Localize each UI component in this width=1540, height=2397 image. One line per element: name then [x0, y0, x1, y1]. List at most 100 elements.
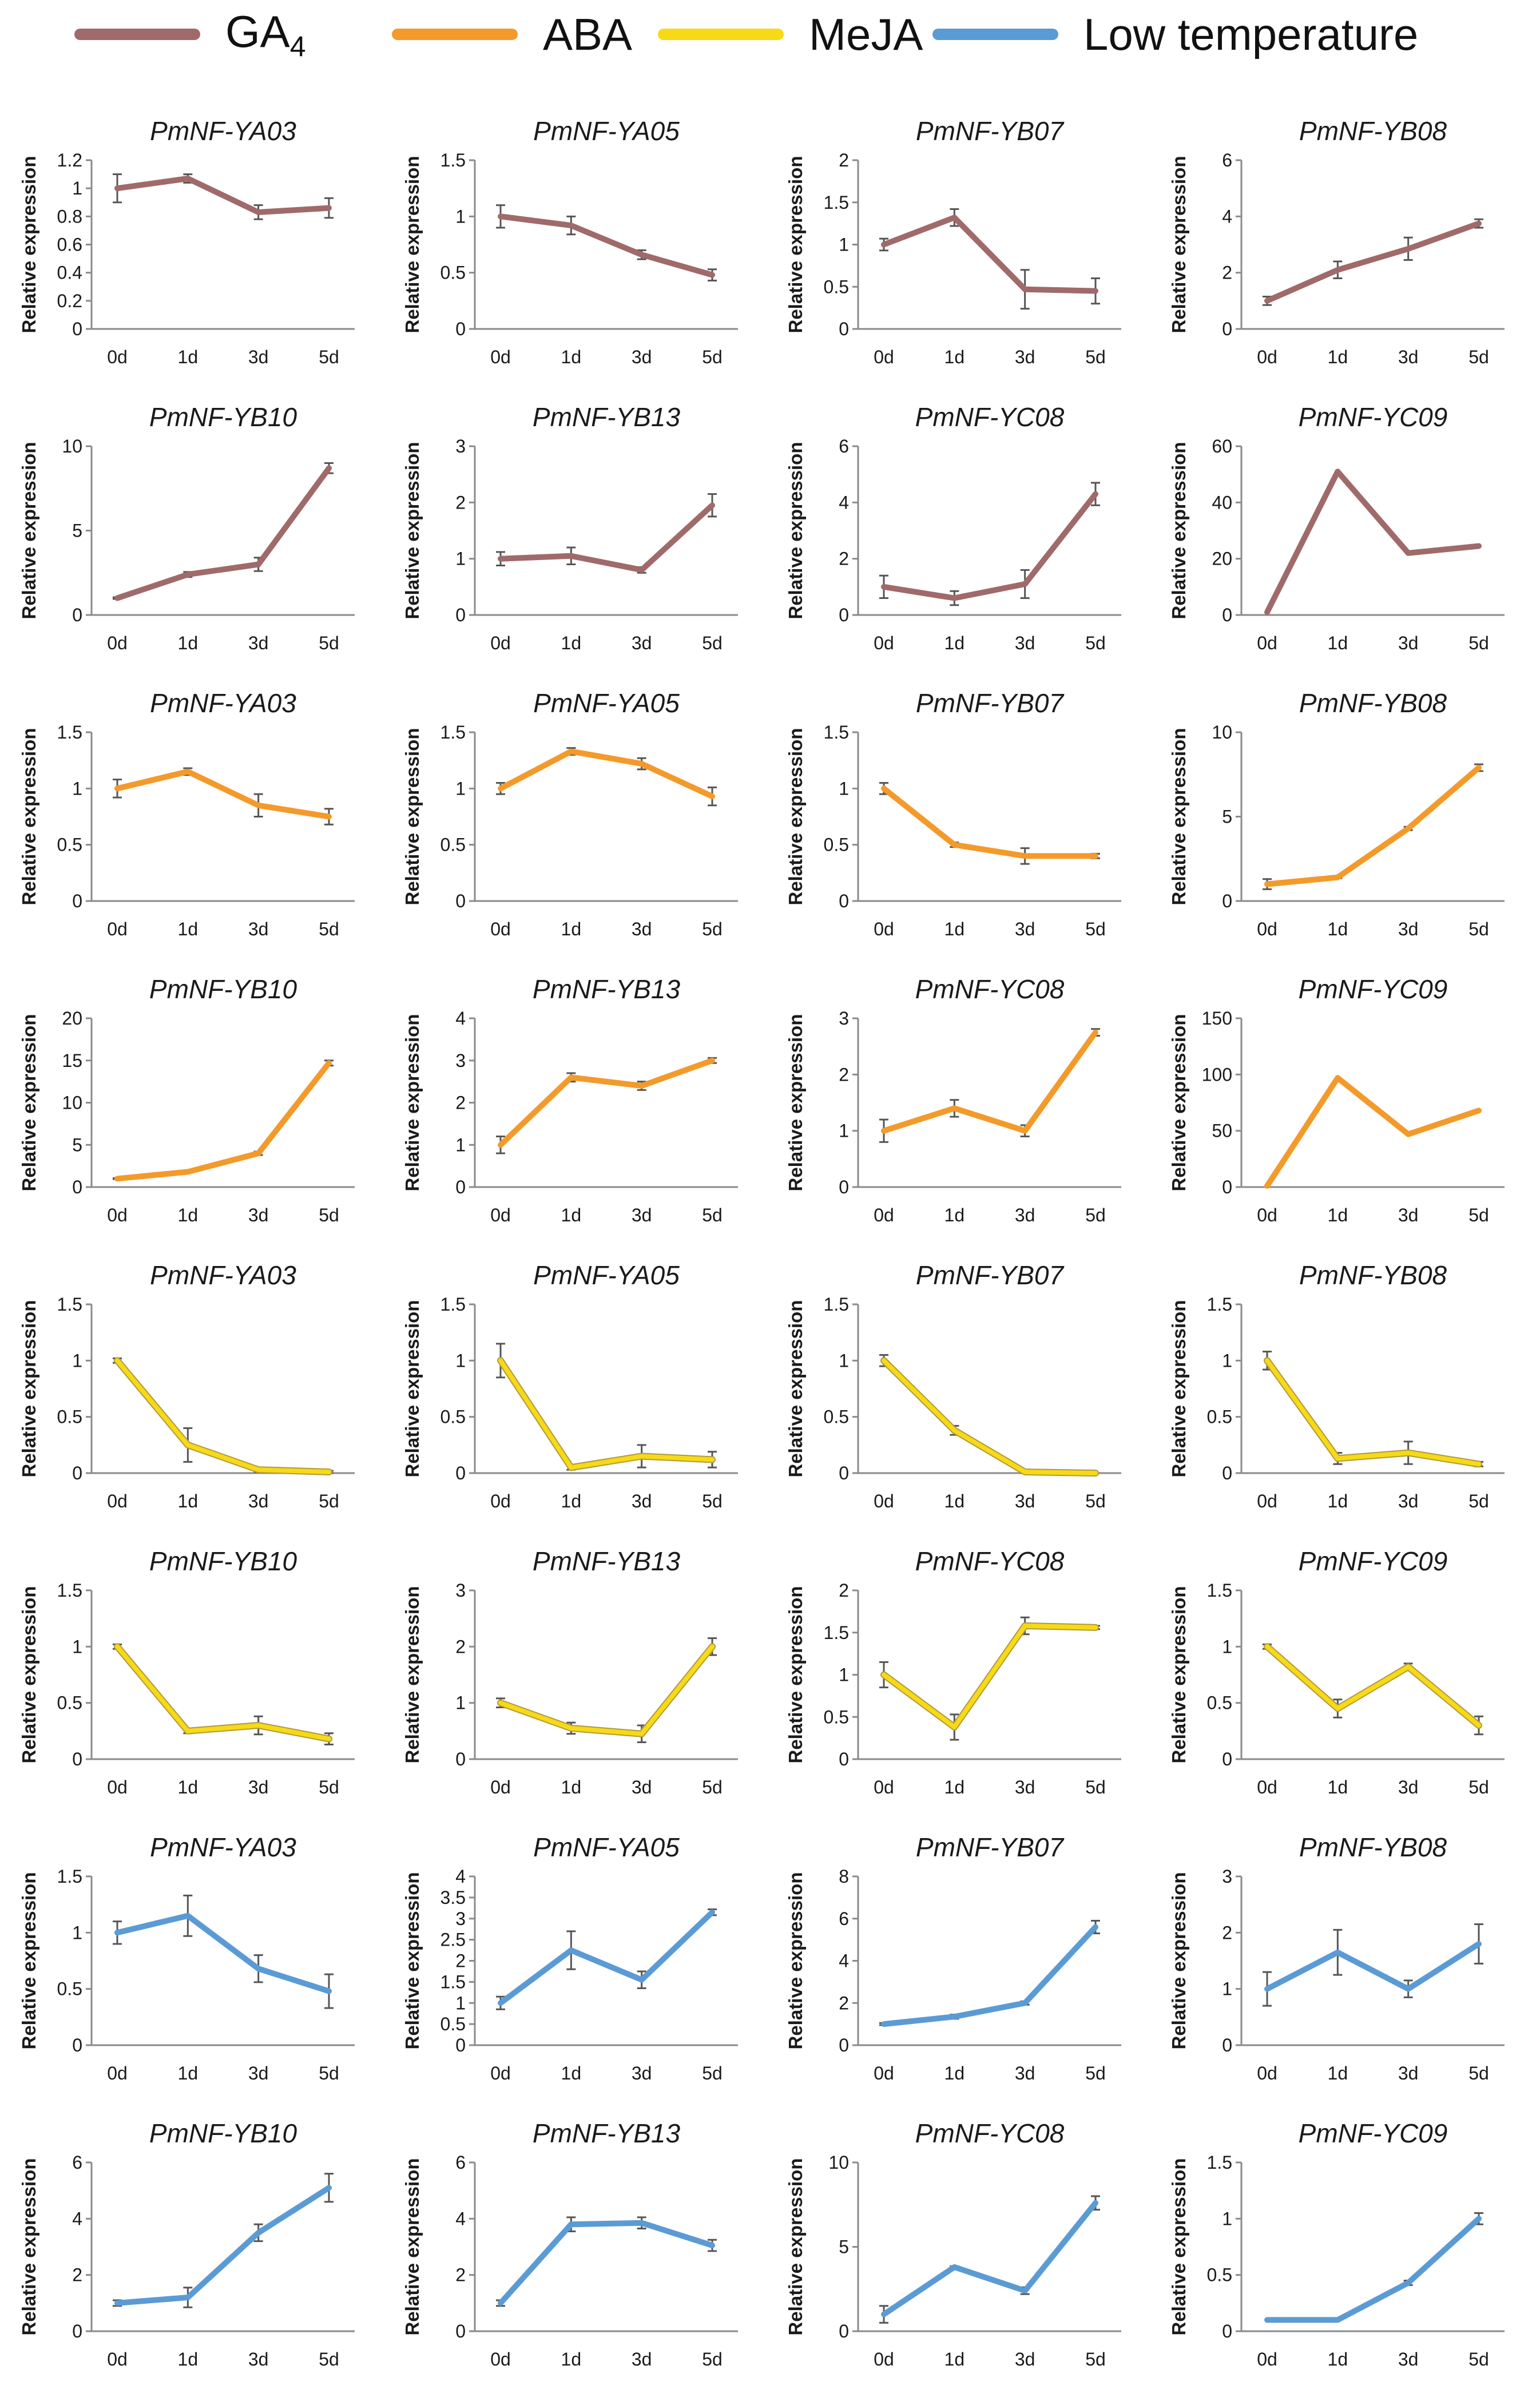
- data-point: [882, 584, 886, 589]
- series-line: [1264, 1941, 1482, 1992]
- y-tick-label: 1: [455, 206, 466, 227]
- x-tick-label: 0d: [1257, 633, 1277, 653]
- x-tick-label: 0d: [490, 2063, 511, 2084]
- x-tick-label: 5d: [1468, 1491, 1489, 1511]
- data-point: [1335, 1950, 1340, 1955]
- series-line: [882, 1358, 1098, 1475]
- x-tick-label: 1d: [561, 1491, 582, 1511]
- x-tick-label: 5d: [702, 1491, 723, 1511]
- data-point: [569, 749, 574, 754]
- x-tick-label: 5d: [319, 633, 339, 653]
- x-tick-label: 3d: [1398, 1491, 1419, 1511]
- y-tick-label: 1.5: [440, 1294, 466, 1315]
- y-axis-label: Relative expression: [1168, 442, 1189, 620]
- data-point: [569, 553, 574, 558]
- series-line: [881, 785, 1098, 859]
- chart-panel: PmNF-YB08 Relative expression 0 5 10 0d 1d 3d 5d: [1168, 688, 1505, 939]
- legend-item-aba: ABA: [392, 6, 632, 63]
- panel-title: PmNF-YC08: [915, 974, 1065, 1004]
- y-tick-label: 10: [828, 2152, 849, 2173]
- y-tick-label: 4: [455, 1866, 466, 1887]
- data-point: [1265, 298, 1269, 303]
- data-point: [1335, 875, 1340, 880]
- x-tick-label: 1d: [944, 919, 965, 939]
- y-tick-label: 0: [1222, 1749, 1232, 1769]
- x-tick-label: 5d: [1468, 2063, 1489, 2084]
- x-tick-label: 3d: [1015, 633, 1035, 653]
- x-tick-label: 5d: [702, 919, 723, 939]
- panel-title: PmNF-YA05: [533, 1260, 680, 1290]
- series-line: [114, 2185, 332, 2306]
- data-point: [952, 1428, 957, 1433]
- x-tick-label: 1d: [944, 2063, 965, 2084]
- data-point: [1477, 221, 1481, 226]
- series-line: [881, 2200, 1098, 2317]
- y-tick-label: 5: [72, 521, 82, 541]
- y-axis-label: Relative expression: [1168, 1586, 1189, 1764]
- x-tick-label: 0d: [107, 633, 128, 653]
- legend-swatch-meja: [658, 29, 784, 40]
- legend-swatch-aba: [392, 29, 518, 40]
- x-tick-label: 1d: [944, 1205, 965, 1225]
- series-line: [1264, 220, 1482, 304]
- y-tick-label: 4: [839, 1951, 849, 1971]
- y-axis-label: Relative expression: [1168, 1300, 1189, 1478]
- data-point: [1093, 1625, 1098, 1630]
- x-tick-label: 3d: [632, 919, 652, 939]
- y-tick-label: 0: [1222, 605, 1232, 625]
- chart-panel: PmNF-YB13 Relative expression 0 1 2 3 4 0d 1d 3d 5…: [402, 974, 738, 1225]
- x-tick-label: 3d: [632, 1205, 652, 1225]
- y-tick-label: 0: [72, 1749, 82, 1769]
- data-point: [1093, 1471, 1098, 1475]
- y-tick-label: 150: [1202, 1008, 1232, 1029]
- x-tick-label: 1d: [561, 347, 582, 367]
- y-tick-label: 1.5: [57, 1294, 82, 1315]
- y-tick-label: 6: [1222, 150, 1232, 170]
- y-axis-label: Relative expression: [18, 1872, 39, 2050]
- x-tick-label: 3d: [248, 919, 269, 939]
- x-tick-label: 1d: [561, 1205, 582, 1225]
- chart-panel: PmNF-YB08 Relative expression 0 0.5 1 1.5 0d 1d…: [1168, 1260, 1505, 1511]
- y-tick-label: 5: [72, 1134, 82, 1155]
- data-point: [1022, 581, 1027, 586]
- y-tick-label: 0.5: [824, 276, 849, 297]
- series-line: [881, 215, 1098, 294]
- x-tick-label: 1d: [1328, 919, 1348, 939]
- x-tick-label: 0d: [1257, 2349, 1277, 2370]
- y-tick-label: 1: [839, 1121, 849, 1141]
- x-tick-label: 3d: [248, 1777, 269, 1797]
- data-point: [1093, 288, 1098, 293]
- y-tick-label: 1.2: [57, 150, 82, 170]
- legend: GA4 ABA MeJA Low temperature: [0, 0, 1540, 74]
- data-point: [569, 1465, 574, 1470]
- y-tick-label: 0: [72, 1177, 82, 1197]
- y-tick-label: 5: [1222, 807, 1232, 827]
- chart-panel: PmNF-YB07 Relative expression 0 0.5 1 1.5 0d 1d…: [785, 1260, 1121, 1511]
- x-tick-label: 1d: [1328, 1491, 1348, 1511]
- y-tick-label: 2: [839, 150, 849, 170]
- x-tick-label: 1d: [944, 1777, 965, 1797]
- y-axis-label: Relative expression: [18, 156, 39, 334]
- x-tick-label: 1d: [944, 2349, 965, 2370]
- x-tick-label: 3d: [1398, 1205, 1419, 1225]
- y-tick-label: 4: [455, 1008, 466, 1029]
- x-tick-label: 5d: [1085, 633, 1106, 653]
- data-point: [1265, 1644, 1269, 1649]
- panel-title: PmNF-YA03: [150, 116, 296, 146]
- chart-panel: PmNF-YA05 Relative expression 0 0.5 1 1.5 0d 1d…: [402, 688, 738, 939]
- data-point: [185, 1728, 190, 1733]
- y-tick-label: 2: [839, 1064, 849, 1085]
- chart-panel: PmNF-YC09 Relative expression 0 0.5 1 1.5 0d 1d…: [1168, 1546, 1505, 1797]
- y-axis-label: Relative expression: [785, 1300, 806, 1478]
- data-point: [185, 2295, 190, 2300]
- data-point: [710, 503, 715, 508]
- y-tick-label: 1: [72, 778, 82, 799]
- y-tick-label: 0: [455, 1749, 466, 1769]
- y-tick-label: 4: [839, 492, 849, 513]
- y-tick-label: 2: [1222, 263, 1232, 283]
- data-point: [882, 242, 886, 247]
- y-axis-label: Relative expression: [18, 1586, 39, 1764]
- y-tick-label: 1.5: [1207, 1580, 1232, 1601]
- series-line: [882, 1623, 1098, 1729]
- data-point: [952, 1106, 957, 1111]
